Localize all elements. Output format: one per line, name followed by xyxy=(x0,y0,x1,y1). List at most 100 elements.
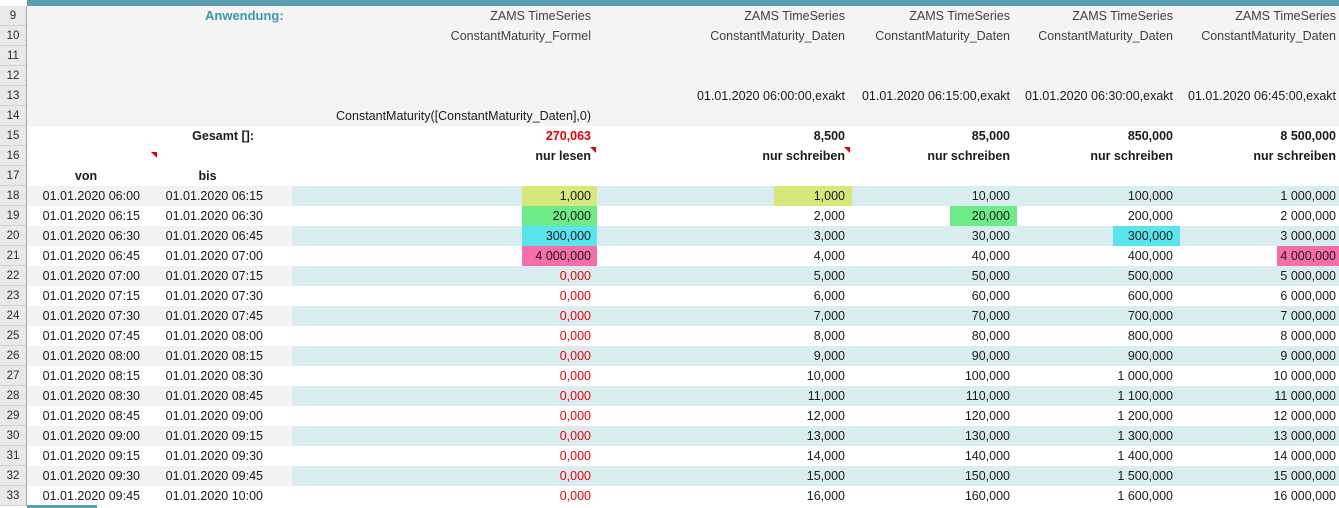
row-number[interactable]: 28 xyxy=(0,386,26,406)
value-cell[interactable]: 300,000 xyxy=(1127,229,1173,243)
value-cell[interactable]: 130,000 xyxy=(964,429,1010,443)
value-cell[interactable]: 20,000 xyxy=(552,209,591,223)
value-cell[interactable]: 3,000 xyxy=(813,229,845,243)
row-number[interactable]: 19 xyxy=(0,206,26,226)
value-cell[interactable]: 0,000 xyxy=(559,289,591,303)
series-header-line1[interactable]: ZAMS TimeSeries xyxy=(909,9,1010,23)
value-cell[interactable]: 2,000 xyxy=(813,209,845,223)
value-cell[interactable]: 20,000 xyxy=(971,209,1010,223)
value-cell[interactable]: 80,000 xyxy=(971,329,1010,343)
von-cell[interactable]: 01.01.2020 09:15 xyxy=(42,449,140,463)
value-cell[interactable]: 13 000,000 xyxy=(1273,429,1336,443)
value-cell[interactable]: 1,000 xyxy=(559,189,591,203)
value-cell[interactable]: 100,000 xyxy=(1127,189,1173,203)
value-cell[interactable]: 100,000 xyxy=(964,369,1010,383)
value-cell[interactable]: 6 000,000 xyxy=(1280,289,1336,303)
bis-cell[interactable]: 01.01.2020 08:00 xyxy=(165,329,263,343)
value-cell[interactable]: 900,000 xyxy=(1127,349,1173,363)
bis-cell[interactable]: 01.01.2020 08:30 xyxy=(165,369,263,383)
access-mode-label[interactable]: nur schreiben xyxy=(1090,149,1173,163)
von-cell[interactable]: 01.01.2020 09:00 xyxy=(42,429,140,443)
value-cell[interactable]: 120,000 xyxy=(964,409,1010,423)
value-cell[interactable]: 5,000 xyxy=(813,269,845,283)
value-cell[interactable]: 15,000 xyxy=(806,469,845,483)
value-cell[interactable]: 70,000 xyxy=(971,309,1010,323)
value-cell[interactable]: 10,000 xyxy=(971,189,1010,203)
row-number[interactable]: 20 xyxy=(0,226,26,246)
value-cell[interactable]: 15 000,000 xyxy=(1273,469,1336,483)
series-header-line2[interactable]: ConstantMaturity_Daten xyxy=(875,29,1010,43)
gesamt-label[interactable]: Gesamt []: xyxy=(192,129,254,143)
value-cell[interactable]: 160,000 xyxy=(964,489,1010,503)
value-cell[interactable]: 14,000 xyxy=(806,449,845,463)
series-header-line1[interactable]: ZAMS TimeSeries xyxy=(490,9,591,23)
value-cell[interactable]: 400,000 xyxy=(1127,249,1173,263)
series-header-line1[interactable]: ZAMS TimeSeries xyxy=(744,9,845,23)
row-number[interactable]: 13 xyxy=(0,86,26,106)
bis-cell[interactable]: 01.01.2020 07:15 xyxy=(165,269,263,283)
value-cell[interactable]: 0,000 xyxy=(559,269,591,283)
value-cell[interactable]: 1 000,000 xyxy=(1280,189,1336,203)
value-cell[interactable]: 4,000 xyxy=(813,249,845,263)
highlight-cell[interactable] xyxy=(522,246,597,266)
value-cell[interactable]: 140,000 xyxy=(964,449,1010,463)
total-value[interactable]: 8 500,000 xyxy=(1280,129,1336,143)
value-cell[interactable]: 50,000 xyxy=(971,269,1010,283)
highlight-cell[interactable] xyxy=(1113,226,1180,246)
value-cell[interactable]: 1,000 xyxy=(813,189,845,203)
von-cell[interactable]: 01.01.2020 06:15 xyxy=(42,209,140,223)
access-mode-label[interactable]: nur lesen xyxy=(535,149,591,163)
value-cell[interactable]: 3 000,000 xyxy=(1280,229,1336,243)
row-number[interactable]: 33 xyxy=(0,486,26,506)
series-formula[interactable]: ConstantMaturity([ConstantMaturity_Daten… xyxy=(336,109,591,123)
highlight-cell[interactable] xyxy=(774,186,852,206)
row-number[interactable]: 31 xyxy=(0,446,26,466)
von-cell[interactable]: 01.01.2020 08:30 xyxy=(42,389,140,403)
series-timestamp[interactable]: 01.01.2020 06:45:00,exakt xyxy=(1187,89,1336,103)
von-cell[interactable]: 01.01.2020 09:30 xyxy=(42,469,140,483)
value-cell[interactable]: 7 000,000 xyxy=(1280,309,1336,323)
value-cell[interactable]: 8,000 xyxy=(813,329,845,343)
value-cell[interactable]: 700,000 xyxy=(1127,309,1173,323)
value-cell[interactable]: 12,000 xyxy=(806,409,845,423)
bis-cell[interactable]: 01.01.2020 08:45 xyxy=(165,389,263,403)
series-timestamp[interactable]: 01.01.2020 06:30:00,exakt xyxy=(1024,89,1173,103)
value-cell[interactable]: 40,000 xyxy=(971,249,1010,263)
row-number[interactable]: 15 xyxy=(0,126,26,146)
row-number[interactable]: 17 xyxy=(0,166,26,186)
von-cell[interactable]: 01.01.2020 06:45 xyxy=(42,249,140,263)
value-cell[interactable]: 2 000,000 xyxy=(1280,209,1336,223)
value-cell[interactable]: 500,000 xyxy=(1127,269,1173,283)
value-cell[interactable]: 1 100,000 xyxy=(1117,389,1173,403)
bis-cell[interactable]: 01.01.2020 08:15 xyxy=(165,349,263,363)
row-number[interactable]: 18 xyxy=(0,186,26,206)
value-cell[interactable]: 5 000,000 xyxy=(1280,269,1336,283)
bis-cell[interactable]: 01.01.2020 07:00 xyxy=(165,249,263,263)
von-cell[interactable]: 01.01.2020 07:00 xyxy=(42,269,140,283)
value-cell[interactable]: 800,000 xyxy=(1127,329,1173,343)
bis-cell[interactable]: 01.01.2020 09:45 xyxy=(165,469,263,483)
value-cell[interactable]: 11,000 xyxy=(807,389,845,403)
value-cell[interactable]: 0,000 xyxy=(559,309,591,323)
value-cell[interactable]: 13,000 xyxy=(806,429,845,443)
von-cell[interactable]: 01.01.2020 08:45 xyxy=(42,409,140,423)
access-mode-label[interactable]: nur schreiben xyxy=(1253,149,1336,163)
value-cell[interactable]: 0,000 xyxy=(559,449,591,463)
von-cell[interactable]: 01.01.2020 07:30 xyxy=(42,309,140,323)
row-number[interactable]: 21 xyxy=(0,246,26,266)
bis-cell[interactable]: 01.01.2020 07:30 xyxy=(165,289,263,303)
row-number[interactable]: 10 xyxy=(0,26,26,46)
row-number[interactable]: 30 xyxy=(0,426,26,446)
total-value[interactable]: 850,000 xyxy=(1127,129,1173,143)
value-cell[interactable]: 0,000 xyxy=(559,489,591,503)
von-cell[interactable]: 01.01.2020 09:45 xyxy=(42,489,140,503)
bis-cell[interactable]: 01.01.2020 09:15 xyxy=(165,429,263,443)
value-cell[interactable]: 110,000 xyxy=(965,389,1010,403)
value-cell[interactable]: 1 200,000 xyxy=(1117,409,1173,423)
value-cell[interactable]: 0,000 xyxy=(559,389,591,403)
value-cell[interactable]: 8 000,000 xyxy=(1280,329,1336,343)
value-cell[interactable]: 0,000 xyxy=(559,369,591,383)
row-number[interactable]: 14 xyxy=(0,106,26,126)
series-header-line2[interactable]: ConstantMaturity_Daten xyxy=(710,29,845,43)
bis-cell[interactable]: 01.01.2020 09:30 xyxy=(165,449,263,463)
